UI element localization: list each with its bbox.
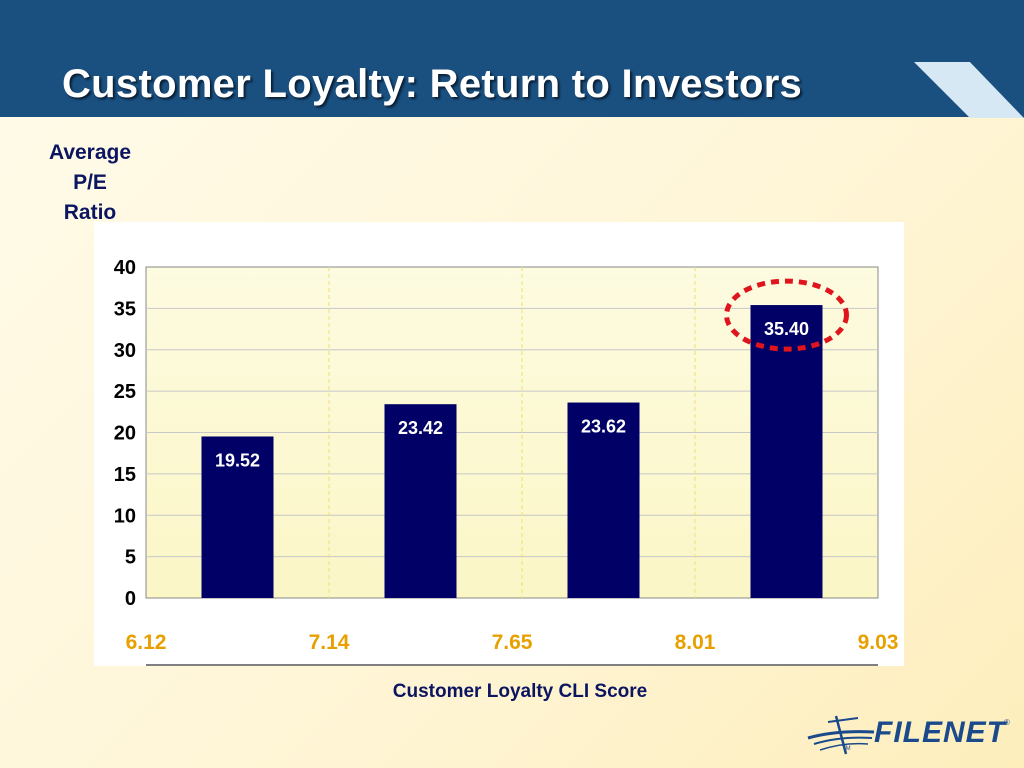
y-axis-label-line: Ratio bbox=[63, 201, 117, 224]
bar bbox=[750, 305, 823, 598]
y-tick-label: 20 bbox=[114, 423, 136, 445]
bar bbox=[567, 402, 640, 598]
data-label: 23.62 bbox=[581, 417, 626, 437]
logo-swoosh-icon bbox=[807, 715, 875, 755]
x-tick-label: 6.12 bbox=[126, 631, 167, 654]
y-tick-label: 25 bbox=[114, 381, 136, 403]
y-tick-label: 10 bbox=[114, 505, 136, 527]
y-axis-label-line: Average bbox=[48, 141, 132, 164]
bar bbox=[384, 404, 457, 598]
y-tick-label: 30 bbox=[114, 340, 136, 362]
data-label: 19.52 bbox=[215, 450, 260, 470]
logo-tm-mark: TM bbox=[842, 746, 851, 752]
y-axis-label-line: P/E bbox=[73, 171, 107, 194]
y-axis-label: Average P/E Ratio bbox=[20, 138, 160, 228]
data-label: 23.42 bbox=[398, 418, 443, 438]
data-label: 35.40 bbox=[764, 319, 809, 339]
x-axis-label: Customer Loyalty CLI Score bbox=[392, 681, 648, 702]
y-tick-label: 0 bbox=[125, 588, 136, 610]
y-tick-label: 35 bbox=[114, 298, 136, 320]
y-tick-label: 15 bbox=[114, 464, 136, 486]
bar bbox=[201, 436, 274, 598]
y-tick-label: 40 bbox=[114, 257, 136, 279]
x-tick-label: 9.03 bbox=[858, 631, 899, 654]
title-banner bbox=[0, 0, 1024, 118]
x-tick-label: 8.01 bbox=[675, 631, 716, 654]
x-tick-label: 7.14 bbox=[309, 631, 350, 654]
y-tick-label: 5 bbox=[125, 547, 136, 569]
highlight-circle bbox=[724, 278, 849, 352]
filenet-logo: FILENET ® TM bbox=[806, 710, 1016, 760]
logo-wordmark: FILENET bbox=[874, 716, 1006, 749]
logo-registered-mark: ® bbox=[1004, 718, 1010, 727]
banner-corner-decoration bbox=[914, 62, 1024, 118]
x-tick-label: 7.65 bbox=[492, 631, 533, 654]
slide-title: Customer Loyalty: Return to Investors bbox=[62, 62, 803, 106]
